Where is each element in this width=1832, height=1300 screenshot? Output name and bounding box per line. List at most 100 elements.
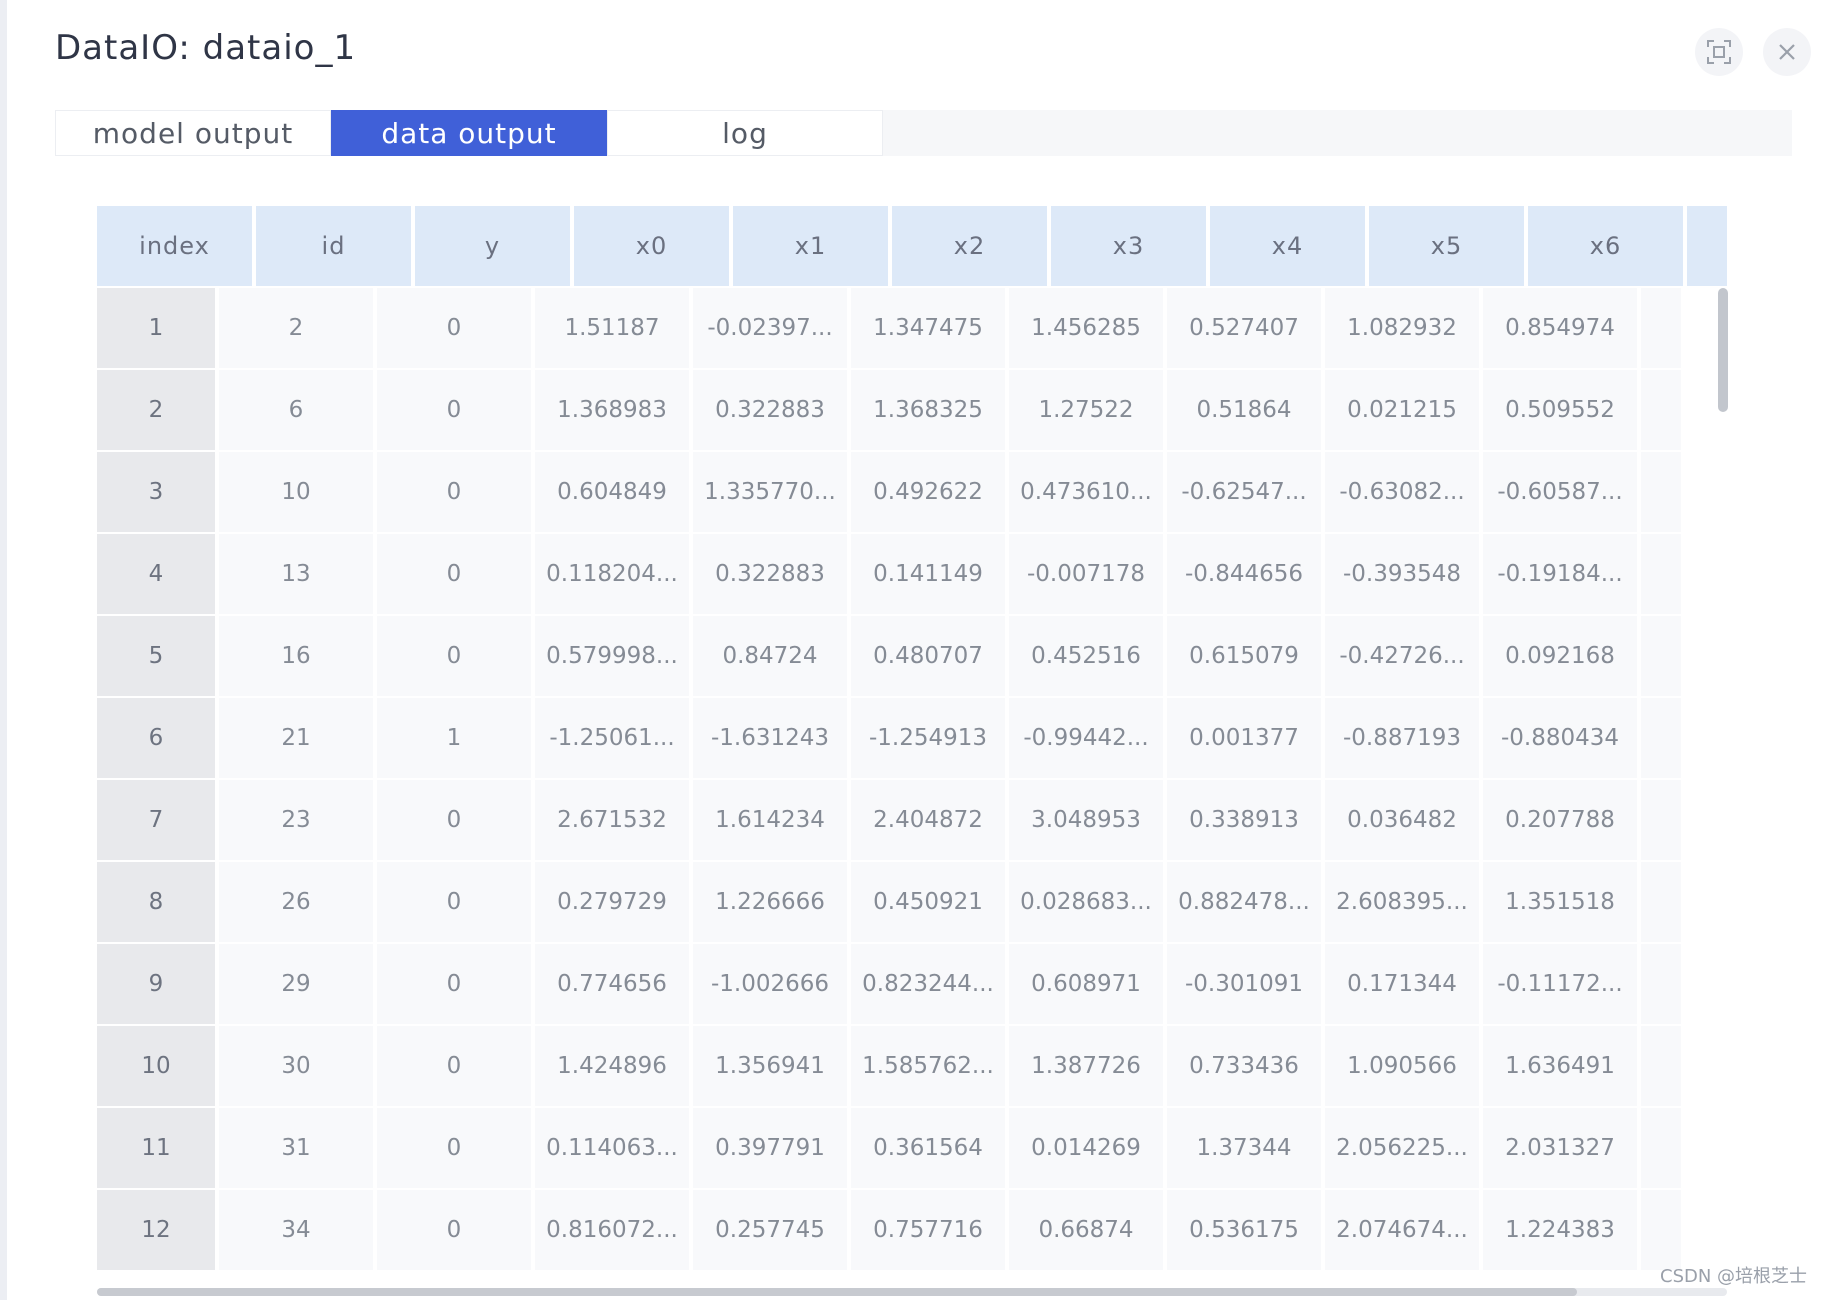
- table-cell-overflow: [1641, 288, 1681, 368]
- table-cell: 0.257745: [693, 1190, 847, 1270]
- table-cell: 0: [377, 1026, 531, 1106]
- table-cell: 0.51864: [1167, 370, 1321, 450]
- vertical-scrollbar-thumb[interactable]: [1718, 288, 1728, 412]
- table-cell: 23: [219, 780, 373, 860]
- table-cell: 1.51187: [535, 288, 689, 368]
- column-header-9[interactable]: x6: [1528, 206, 1683, 286]
- table-row[interactable]: 10 30 0 1.424896 1.356941 1.585762... 1.387726…: [97, 1026, 1727, 1108]
- table-cell: 10: [219, 452, 373, 532]
- column-header-4[interactable]: x1: [733, 206, 888, 286]
- row-index-cell: 9: [97, 944, 215, 1024]
- row-index-cell: 3: [97, 452, 215, 532]
- row-index-cell: 2: [97, 370, 215, 450]
- close-button[interactable]: [1763, 28, 1811, 76]
- table-row[interactable]: 8 26 0 0.279729 1.226666 0.450921 0.028683... 0…: [97, 862, 1727, 944]
- table-cell: 1: [377, 698, 531, 778]
- table-cell: 1.614234: [693, 780, 847, 860]
- table-cell: 0.492622: [851, 452, 1005, 532]
- row-index-cell: 1: [97, 288, 215, 368]
- table-cell: 1.27522: [1009, 370, 1163, 450]
- column-header-3[interactable]: x0: [574, 206, 729, 286]
- table-cell: 0.207788: [1483, 780, 1637, 860]
- column-header-7[interactable]: x4: [1210, 206, 1365, 286]
- fullscreen-button[interactable]: [1695, 28, 1743, 76]
- table-cell: 0: [377, 370, 531, 450]
- table-cell: 1.636491: [1483, 1026, 1637, 1106]
- table-cell: 0: [377, 288, 531, 368]
- table-row[interactable]: 6 21 1 -1.25061... -1.631243 -1.254913 -0.9944…: [97, 698, 1727, 780]
- table-row[interactable]: 3 10 0 0.604849 1.335770... 0.492622 0.473610.…: [97, 452, 1727, 534]
- table-cell: 0: [377, 1108, 531, 1188]
- table-cell: 0: [377, 534, 531, 614]
- table-row[interactable]: 2 6 0 1.368983 0.322883 1.368325 1.27522 0.5186…: [97, 370, 1727, 452]
- table-cell: 0.615079: [1167, 616, 1321, 696]
- table-cell: 1.347475: [851, 288, 1005, 368]
- table-row[interactable]: 9 29 0 0.774656 -1.002666 0.823244... 0.608971…: [97, 944, 1727, 1026]
- column-header-1[interactable]: id: [256, 206, 411, 286]
- table-cell: -0.02397...: [693, 288, 847, 368]
- column-header-5[interactable]: x2: [892, 206, 1047, 286]
- table-header: index id y x0 x1 x2 x3 x4 x5 x6: [97, 206, 1727, 286]
- table-cell: 0.014269: [1009, 1108, 1163, 1188]
- table-row[interactable]: 5 16 0 0.579998... 0.84724 0.480707 0.452516 0.…: [97, 616, 1727, 698]
- table-cell: 1.368325: [851, 370, 1005, 450]
- table-cell: 1.351518: [1483, 862, 1637, 942]
- table-cell: 0.816072...: [535, 1190, 689, 1270]
- table-cell: 0.536175: [1167, 1190, 1321, 1270]
- table-cell: 1.082932: [1325, 288, 1479, 368]
- table-cell: 2.608395...: [1325, 862, 1479, 942]
- table-cell-overflow: [1641, 1108, 1681, 1188]
- table-cell: 0.338913: [1167, 780, 1321, 860]
- table-cell-overflow: [1641, 780, 1681, 860]
- table-cell: 2.074674...: [1325, 1190, 1479, 1270]
- table-cell: 0.118204...: [535, 534, 689, 614]
- table-cell: 0.141149: [851, 534, 1005, 614]
- table-cell: 30: [219, 1026, 373, 1106]
- column-header-6[interactable]: x3: [1051, 206, 1206, 286]
- table-cell: 0.279729: [535, 862, 689, 942]
- table-cell: 0.66874: [1009, 1190, 1163, 1270]
- tab-log[interactable]: log: [607, 110, 883, 156]
- table-row[interactable]: 11 31 0 0.114063... 0.397791 0.361564 0.014269…: [97, 1108, 1727, 1190]
- row-index-cell: 10: [97, 1026, 215, 1106]
- table-cell: 0.733436: [1167, 1026, 1321, 1106]
- table-cell-overflow: [1641, 1190, 1681, 1270]
- table-cell: 0: [377, 780, 531, 860]
- table-cell: 3.048953: [1009, 780, 1163, 860]
- row-index-cell: 7: [97, 780, 215, 860]
- table-cell: -1.254913: [851, 698, 1005, 778]
- table-row[interactable]: 12 34 0 0.816072... 0.257745 0.757716 0.66874 0…: [97, 1190, 1727, 1272]
- table-cell-overflow: [1641, 944, 1681, 1024]
- table-cell-overflow: [1641, 1026, 1681, 1106]
- row-index-cell: 4: [97, 534, 215, 614]
- fullscreen-icon: [1707, 40, 1731, 64]
- table-cell: 2.056225...: [1325, 1108, 1479, 1188]
- column-header-2[interactable]: y: [415, 206, 570, 286]
- table-cell: 0.361564: [851, 1108, 1005, 1188]
- table-cell: 0.608971: [1009, 944, 1163, 1024]
- tab-model-output[interactable]: model output: [55, 110, 331, 156]
- table-row[interactable]: 1 2 0 1.51187 -0.02397... 1.347475 1.456285 0.5…: [97, 288, 1727, 370]
- table-cell: -0.007178: [1009, 534, 1163, 614]
- table-cell: 0: [377, 862, 531, 942]
- table-cell: 1.335770...: [693, 452, 847, 532]
- table-cell: 0.092168: [1483, 616, 1637, 696]
- column-header-8[interactable]: x5: [1369, 206, 1524, 286]
- table-cell: 6: [219, 370, 373, 450]
- table-cell: 2.404872: [851, 780, 1005, 860]
- table-cell: 1.224383: [1483, 1190, 1637, 1270]
- tab-bar: model output data output log: [55, 110, 1792, 156]
- table-cell-overflow: [1641, 370, 1681, 450]
- table-cell: 0.823244...: [851, 944, 1005, 1024]
- table-cell: 0.397791: [693, 1108, 847, 1188]
- table-row[interactable]: 7 23 0 2.671532 1.614234 2.404872 3.048953 0.33…: [97, 780, 1727, 862]
- table-row[interactable]: 4 13 0 0.118204... 0.322883 0.141149 -0.007178…: [97, 534, 1727, 616]
- horizontal-scrollbar-thumb[interactable]: [97, 1288, 1577, 1296]
- tab-data-output[interactable]: data output: [331, 110, 607, 156]
- table-cell: -0.301091: [1167, 944, 1321, 1024]
- table-cell: 0: [377, 944, 531, 1024]
- table-cell: 21: [219, 698, 373, 778]
- table-cell: 0.036482: [1325, 780, 1479, 860]
- table-cell: -1.631243: [693, 698, 847, 778]
- column-header-0[interactable]: index: [97, 206, 252, 286]
